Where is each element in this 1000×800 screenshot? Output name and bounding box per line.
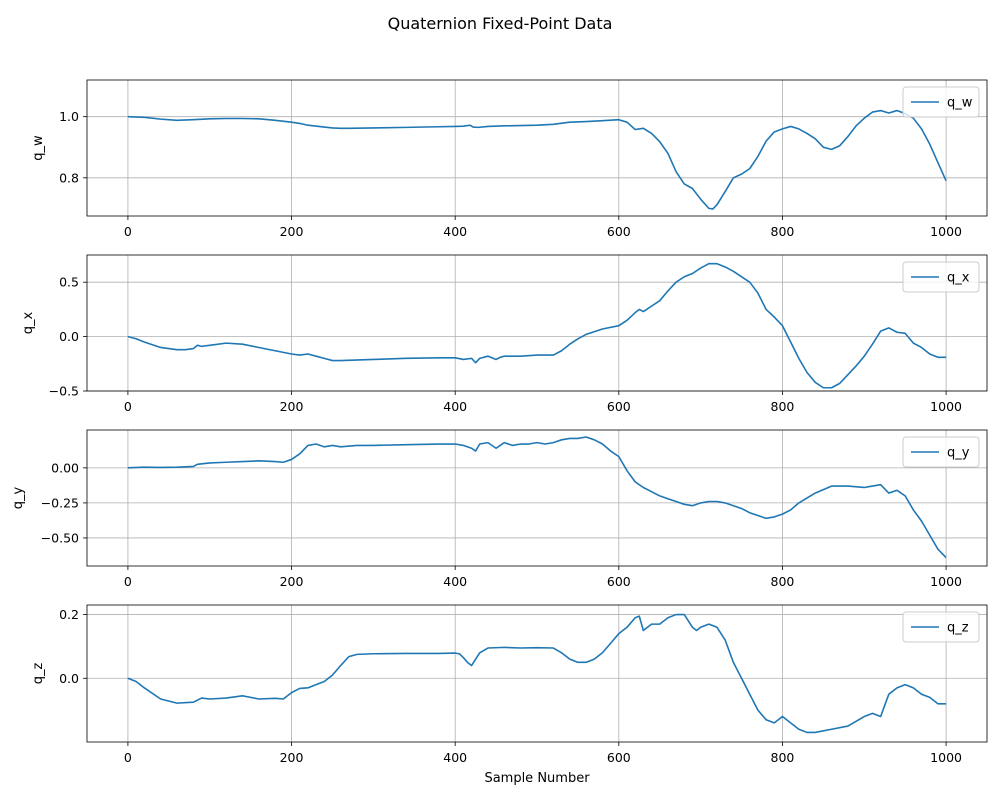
x-tick-label: 800	[771, 399, 795, 414]
legend: q_z	[902, 611, 980, 643]
x-tick-label: 0	[124, 750, 132, 765]
series-line-q_w	[127, 109, 947, 210]
legend: q_w	[902, 86, 980, 118]
series-line-q_z	[127, 613, 947, 734]
legend: q_y	[902, 436, 980, 468]
y-tick-label: −0.50	[41, 530, 79, 545]
x-tick-label: 0	[124, 399, 132, 414]
y-axis-label: q_y	[11, 486, 26, 509]
x-tick-label: 800	[771, 224, 795, 239]
x-axis-label: Sample Number	[484, 771, 590, 786]
x-tick-label: 600	[607, 750, 631, 765]
subplot-2: 0 200 400 600 800 1000 −0.5 0.0 0.5 q_x q_x	[21, 254, 988, 414]
legend-label: q_x	[947, 271, 970, 286]
x-tick-label: 400	[443, 750, 467, 765]
x-tick-label: 400	[443, 399, 467, 414]
x-tick-label: 200	[280, 750, 304, 765]
y-axis-label: q_z	[31, 663, 46, 685]
x-tick-label: 600	[607, 224, 631, 239]
legend-box	[902, 261, 980, 293]
x-tick-label: 800	[771, 750, 795, 765]
x-tick-label: 1000	[930, 574, 962, 589]
axes-frame	[86, 429, 988, 567]
x-tick-label: 0	[124, 574, 132, 589]
y-tick-label: 0.8	[59, 170, 79, 185]
x-tick-label: 200	[280, 224, 304, 239]
legend-box	[902, 436, 980, 468]
x-tick-label: 400	[443, 574, 467, 589]
axes-frame	[86, 254, 988, 392]
subplot-3: 0 200 400 600 800 1000 −0.50 −0.25 0.00 q_y q_y	[11, 429, 988, 589]
x-tick-label: 600	[607, 574, 631, 589]
x-tick-label: 200	[280, 574, 304, 589]
y-tick-label: 0.00	[51, 460, 79, 475]
subplot-1: 0 200 400 600 800 1000 0.8 1.0 q_w q_w	[31, 79, 988, 239]
x-tick-label: 1000	[930, 399, 962, 414]
x-tick-label: 600	[607, 399, 631, 414]
legend-label: q_w	[947, 96, 973, 111]
y-axis-label: q_w	[31, 135, 46, 161]
x-tick-label: 1000	[930, 750, 962, 765]
legend: q_x	[902, 261, 980, 293]
x-tick-label: 400	[443, 224, 467, 239]
y-tick-label: −0.25	[41, 495, 79, 510]
x-tick-label: 200	[280, 399, 304, 414]
legend-label: q_z	[947, 621, 969, 636]
y-tick-label: 0.5	[59, 275, 79, 290]
y-tick-label: 0.2	[59, 607, 79, 622]
y-tick-label: 0.0	[59, 671, 79, 686]
axes-frame	[86, 604, 988, 743]
y-tick-label: 1.0	[59, 109, 79, 124]
axes-frame	[86, 79, 988, 217]
y-tick-label: 0.0	[59, 329, 79, 344]
y-tick-label: −0.5	[49, 384, 79, 399]
x-tick-label: 800	[771, 574, 795, 589]
series-line-q_x	[127, 262, 947, 389]
legend-label: q_y	[947, 446, 970, 461]
subplot-4: 0 200 400 600 800 1000 0.0 0.2 q_z Sample Number q…	[31, 604, 988, 786]
x-tick-label: 0	[124, 224, 132, 239]
legend-box	[902, 86, 980, 118]
x-tick-label: 1000	[930, 224, 962, 239]
series-line-q_y	[127, 436, 947, 559]
legend-box	[902, 611, 980, 643]
y-axis-label: q_x	[21, 311, 36, 334]
figure-title: Quaternion Fixed-Point Data	[388, 14, 613, 33]
